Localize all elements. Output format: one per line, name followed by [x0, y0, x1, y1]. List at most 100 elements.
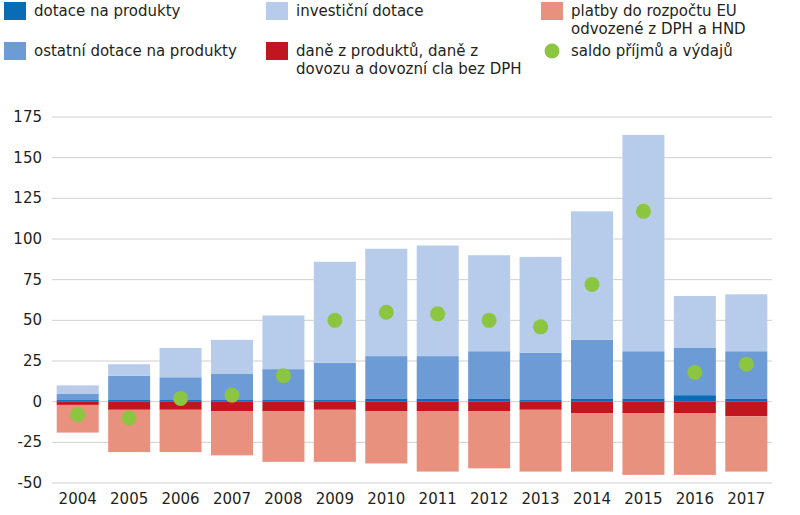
y-tick-label: 0 [32, 393, 42, 411]
y-tick-label: 75 [23, 271, 42, 289]
bar-segment [520, 400, 562, 402]
bar-segment [622, 398, 664, 401]
grid [52, 117, 772, 483]
bar-segment [57, 405, 99, 433]
x-tick-label: 2013 [521, 490, 559, 508]
bar-segment [108, 400, 150, 402]
bar-segment [520, 257, 562, 353]
legend-label: platby do rozpočtu EU odvozené z DPH a H… [571, 2, 791, 38]
x-tick-label: 2015 [624, 490, 662, 508]
y-tick-label: 175 [13, 108, 42, 126]
bar-segment [57, 402, 99, 405]
point [636, 204, 651, 219]
bar-segment [674, 413, 716, 475]
bar-segment [468, 255, 510, 351]
legend-item: daně z produktů, daně z dovozu a dovozní… [266, 42, 541, 78]
bar-segment [571, 398, 613, 401]
bar-segment [365, 356, 407, 398]
x-tick-label: 2006 [161, 490, 199, 508]
point [430, 306, 445, 321]
point [585, 277, 600, 292]
bar-segment [108, 402, 150, 410]
legend-label: ostatní dotace na produkty [34, 42, 237, 60]
bar-segment [622, 135, 664, 351]
bar-segment [365, 249, 407, 356]
bar-segment [108, 376, 150, 400]
bar-segment [108, 364, 150, 375]
bar-segment [417, 356, 459, 398]
bar-segment [108, 410, 150, 452]
bar-segment [262, 411, 304, 461]
bar-segment [725, 351, 767, 398]
legend-swatch [541, 42, 563, 60]
legend-swatch [266, 42, 288, 60]
point [225, 388, 240, 403]
y-tick-label: 25 [23, 352, 42, 370]
bar-segment [57, 385, 99, 393]
bar-segment [314, 363, 356, 400]
bar-segment [160, 348, 202, 377]
x-tick-label: 2009 [316, 490, 354, 508]
legend-item: saldo příjmů a výdajů [541, 42, 791, 78]
bar-segment [468, 402, 510, 412]
bar-segment [314, 400, 356, 402]
y-tick-label: 150 [13, 149, 42, 167]
bar-segment [725, 398, 767, 401]
bar-segment [314, 402, 356, 410]
point [70, 407, 85, 422]
chart: -50-250255075100125150175200420052006200… [0, 0, 800, 515]
x-tick-label: 2004 [59, 490, 97, 508]
point [482, 313, 497, 328]
point [122, 410, 137, 425]
bar-segment [365, 411, 407, 463]
legend-swatch [4, 2, 26, 20]
legend-label: saldo příjmů a výdajů [571, 42, 733, 60]
bar-segment [674, 395, 716, 402]
bar-segment [622, 351, 664, 398]
bar-segment [417, 246, 459, 357]
plot-marks [57, 135, 768, 475]
bar-segment [211, 411, 253, 455]
legend: dotace na produkty investiční dotace platb… [4, 2, 796, 78]
bar-segment [674, 402, 716, 413]
point [173, 391, 188, 406]
legend-item: investiční dotace [266, 2, 541, 38]
legend-swatch [541, 2, 563, 20]
point [379, 305, 394, 320]
x-tick-label: 2008 [264, 490, 302, 508]
bar-segment [468, 351, 510, 398]
x-tick-label: 2005 [110, 490, 148, 508]
point [739, 357, 754, 372]
bar-segment [417, 398, 459, 401]
bar-segment [725, 416, 767, 471]
x-tick-label: 2010 [367, 490, 405, 508]
grid-line [52, 483, 772, 484]
bar-segment [571, 340, 613, 399]
bar-segment [674, 348, 716, 395]
legend-label: investiční dotace [296, 2, 424, 20]
legend-swatch [266, 2, 288, 20]
x-tick-label: 2016 [676, 490, 714, 508]
bar-segment [160, 410, 202, 452]
legend-label: dotace na produkty [34, 2, 181, 20]
x-tick-label: 2017 [727, 490, 765, 508]
bar-segment [417, 411, 459, 471]
y-tick-label: 125 [13, 189, 42, 207]
legend-item: dotace na produkty [4, 2, 266, 38]
bar-segment [57, 394, 99, 401]
bar-segment [520, 410, 562, 472]
x-tick-label: 2011 [419, 490, 457, 508]
bar-segment [571, 402, 613, 413]
bar-segment [262, 400, 304, 402]
bar-segment [314, 262, 356, 363]
bar-segment [468, 398, 510, 401]
bar-segment [725, 294, 767, 351]
bar-segment [211, 402, 253, 412]
y-tick-label: -25 [18, 433, 43, 451]
y-tick-label: -50 [18, 474, 43, 492]
bar-segment [262, 402, 304, 412]
legend-swatch [4, 42, 26, 60]
bar-segment [365, 398, 407, 401]
bar-segment [417, 402, 459, 412]
bar-segment [725, 402, 767, 417]
